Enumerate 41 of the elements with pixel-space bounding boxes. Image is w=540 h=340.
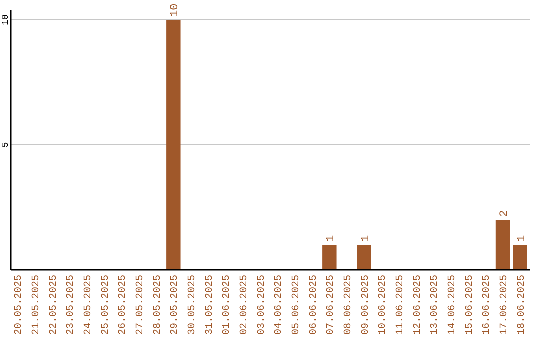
x-tick-label: 25.05.2025 (100, 275, 112, 336)
x-tick-label: 28.05.2025 (152, 275, 164, 336)
x-tick-label: 07.06.2025 (326, 275, 338, 336)
x-tick-label: 03.06.2025 (256, 275, 268, 336)
bar (166, 20, 181, 270)
x-tick-label: 02.06.2025 (240, 275, 250, 336)
data-label: 1 (326, 235, 338, 242)
x-tick-label: 11.06.2025 (396, 275, 406, 336)
x-tick-label: 17.06.2025 (500, 275, 510, 336)
x-tick-label: 16.06.2025 (482, 275, 494, 336)
x-tick-label: 08.06.2025 (344, 275, 354, 336)
bar (322, 245, 337, 270)
x-tick-label: 04.06.2025 (274, 275, 286, 336)
data-label: 1 (516, 235, 528, 242)
bar (513, 245, 528, 270)
data-label: 2 (499, 210, 511, 217)
x-tick-label: 31.05.2025 (204, 275, 216, 336)
x-tick-label: 30.05.2025 (188, 275, 198, 336)
x-tick-label: 22.05.2025 (48, 275, 60, 336)
y-tick-label: 5 (1, 142, 11, 148)
x-tick-label: 26.05.2025 (118, 275, 130, 336)
x-tick-label: 23.05.2025 (66, 275, 78, 336)
x-tick-label: 21.05.2025 (32, 275, 42, 336)
x-tick-label: 29.05.2025 (170, 275, 182, 336)
x-tick-label: 18.06.2025 (516, 275, 528, 336)
x-tick-label: 01.06.2025 (222, 275, 234, 336)
x-tick-label: 27.05.2025 (136, 275, 146, 336)
x-tick-label: 10.06.2025 (378, 275, 390, 336)
bar (496, 220, 510, 270)
data-label: 10 (170, 4, 182, 17)
x-tick-label: 09.06.2025 (360, 275, 372, 336)
data-label: 1 (360, 235, 372, 242)
x-tick-label: 05.06.2025 (292, 275, 302, 336)
x-tick-label: 14.06.2025 (448, 275, 458, 336)
x-tick-label: 24.05.2025 (84, 275, 94, 336)
x-tick-label: 06.06.2025 (308, 275, 320, 336)
x-tick-label: 15.06.2025 (464, 275, 476, 336)
x-tick-label: 12.06.2025 (412, 275, 424, 336)
x-tick-label: 20.05.2025 (14, 275, 26, 336)
bar (357, 245, 372, 270)
x-tick-label: 13.06.2025 (430, 275, 442, 336)
